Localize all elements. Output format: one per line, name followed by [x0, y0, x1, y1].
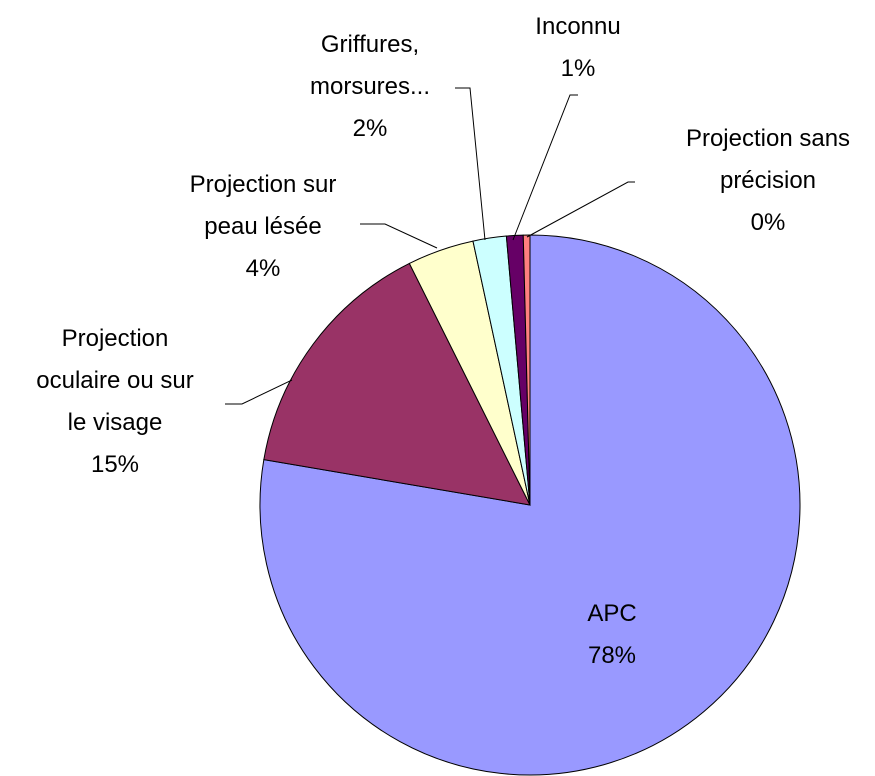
label-line: le visage — [68, 409, 163, 436]
slice-label: Griffures, morsures... 2% — [310, 31, 430, 142]
leader-line — [526, 181, 635, 238]
value-label: 15% — [91, 451, 139, 478]
leader-line — [455, 87, 486, 241]
label-line: Inconnu — [535, 13, 620, 40]
slice-label: Projection sans précision 0% — [686, 125, 850, 236]
label-line: Griffures, — [321, 31, 419, 58]
value-label: 78% — [588, 642, 636, 669]
leader-line — [360, 223, 438, 249]
label-line: peau lésée — [204, 213, 321, 240]
label-line: oculaire ou sur — [36, 367, 193, 394]
value-label: 2% — [353, 115, 388, 142]
label-line: Projection — [62, 325, 169, 352]
value-label: 0% — [751, 209, 786, 236]
slice-label: Projection oculaire ou sur le visage 15% — [36, 325, 193, 478]
label-line: précision — [720, 167, 816, 194]
slice-label: Projection sur peau lésée 4% — [190, 171, 337, 282]
label-line: Projection sans — [686, 125, 850, 152]
value-label: 4% — [246, 255, 281, 282]
labels: APC 78% Projection oculaire ou sur le visage… — [36, 13, 850, 669]
label-line: morsures... — [310, 73, 430, 100]
leader-line — [225, 379, 293, 405]
slice-label: Inconnu 1% — [535, 13, 620, 82]
pie — [259, 234, 801, 776]
leader-line — [512, 94, 578, 241]
pie-slice — [263, 262, 531, 506]
label-line: APC — [587, 600, 636, 627]
value-label: 1% — [561, 55, 596, 82]
label-line: Projection sur — [190, 171, 337, 198]
slice-label: APC 78% — [587, 600, 636, 669]
